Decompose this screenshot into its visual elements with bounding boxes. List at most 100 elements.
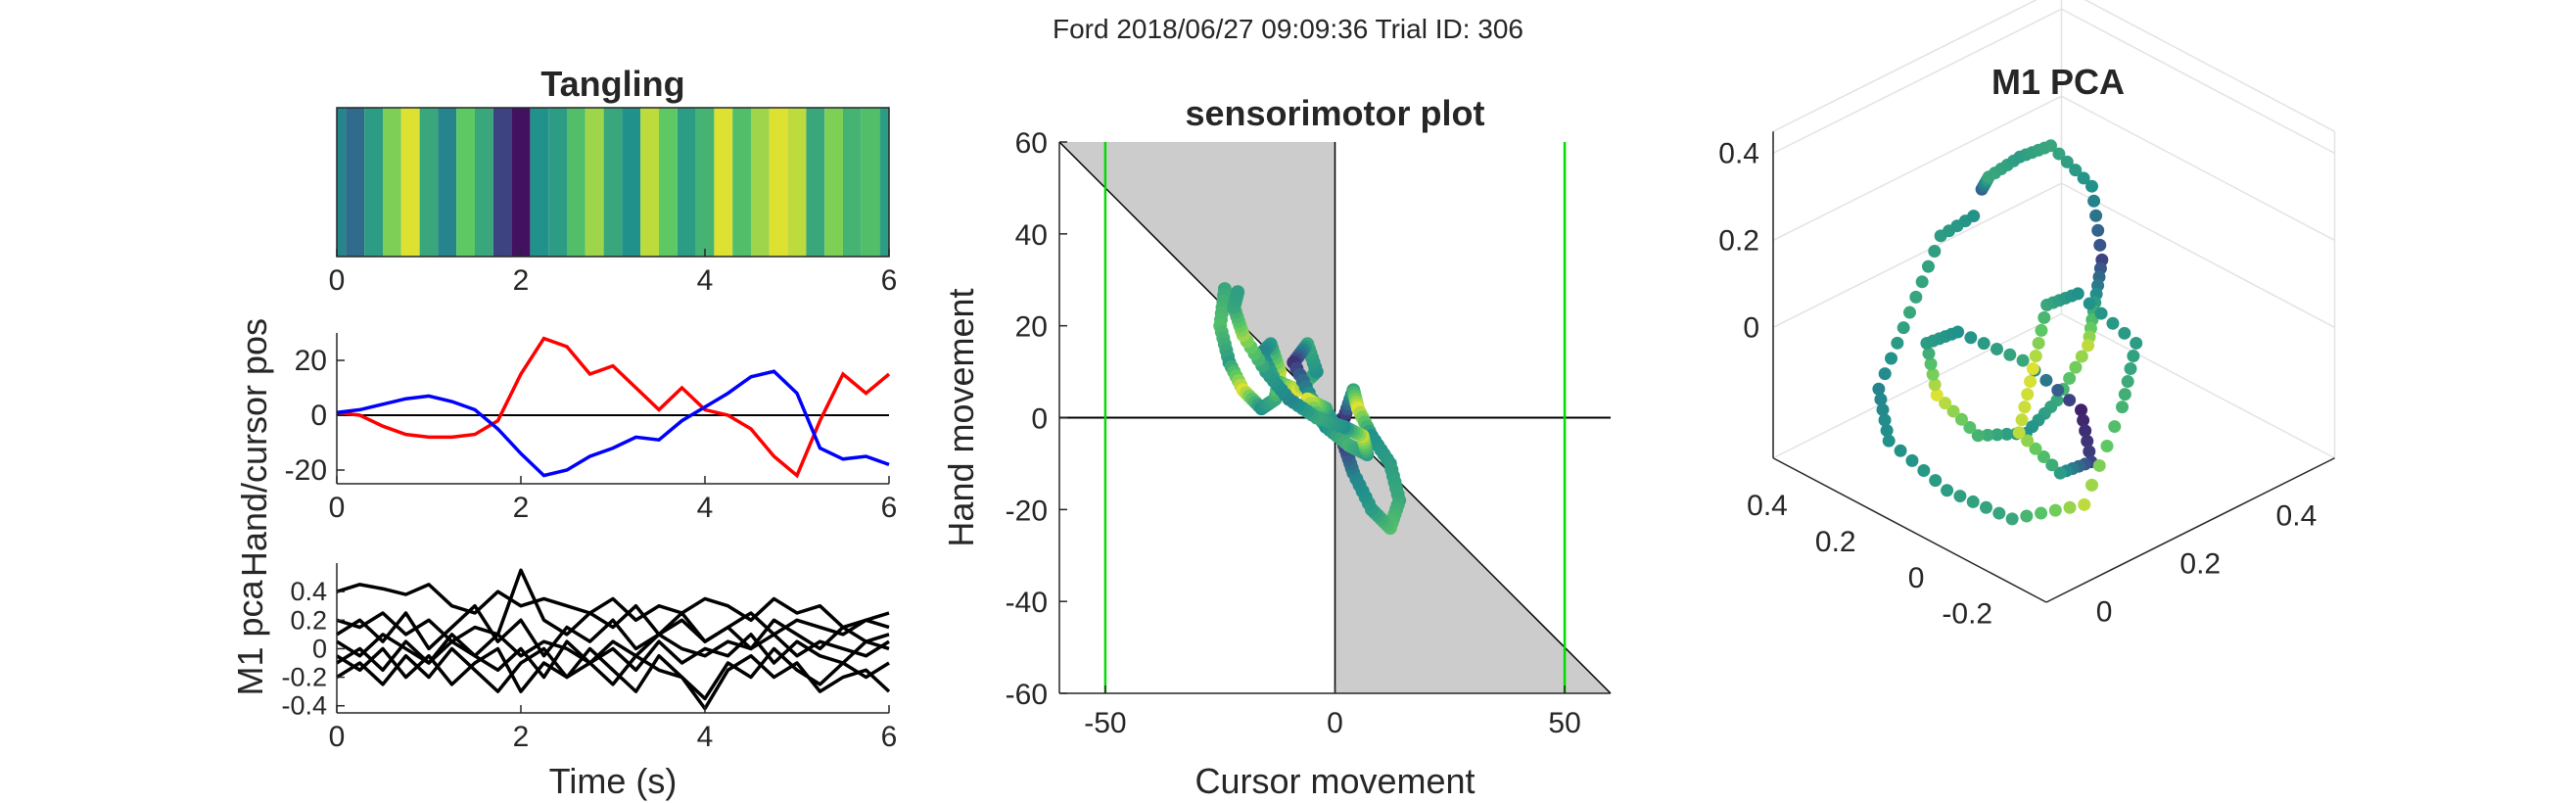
pca3d-point <box>1930 388 1944 402</box>
pca3d-point <box>2029 442 2042 455</box>
pca3d-z-tick-label: 0.2 <box>1718 224 1759 257</box>
pca3d-point <box>2051 383 2065 397</box>
pca3d-point <box>2124 362 2137 376</box>
pca3d-grid-line <box>1772 95 2335 242</box>
heatmap-cell <box>475 108 493 257</box>
pca3d-point <box>2044 139 2058 153</box>
tangling-x-tick-label: 2 <box>513 264 530 297</box>
hand-cursor-x-tick-label: 6 <box>881 492 898 524</box>
pca3d-point <box>2077 171 2090 185</box>
pca3d-point <box>1915 275 1929 289</box>
pca-traces-xlabel: Time (s) <box>549 761 678 801</box>
hand-series-line <box>336 336 891 479</box>
pca3d-point <box>2078 497 2091 511</box>
hand-cursor-y-tick-label: 0 <box>310 400 327 432</box>
pca-trace-line <box>336 646 890 701</box>
pca3d-point <box>2021 388 2035 402</box>
pca-traces-y-tick-label: -0.2 <box>281 663 327 692</box>
pca3d-point <box>2081 434 2094 448</box>
pca-traces-y-tick-label: 0.2 <box>290 605 327 635</box>
pca3d-point <box>2003 348 2017 361</box>
pca3d-point <box>1903 306 1916 319</box>
pca3d-point <box>2108 420 2122 434</box>
pca3d-point <box>1922 347 1936 360</box>
pca3d-point <box>2091 223 2105 237</box>
pca3d-point <box>2092 458 2106 472</box>
pca3d-point <box>2100 440 2114 453</box>
pca3d-title: M1 PCA <box>1991 62 2125 102</box>
pca-traces-y-tick-label: -0.4 <box>281 691 327 721</box>
pca3d-point <box>2118 326 2131 340</box>
pca3d-y-tick-label: 0 <box>1908 562 1925 594</box>
heatmap-cell <box>861 108 880 257</box>
pca3d-point <box>1951 325 1965 339</box>
tangling-title: Tangling <box>540 64 684 104</box>
pca3d-point <box>2020 509 2034 523</box>
pca3d-point <box>2094 307 2108 320</box>
pca3d-point <box>2015 413 2029 427</box>
pca3d-point <box>1926 367 1940 381</box>
pca3d-y-tick-label: 0.2 <box>1815 526 1856 558</box>
pca3d-point <box>1891 336 1904 350</box>
heatmap-cell <box>751 108 770 257</box>
tangling-x-tick-label: 6 <box>881 264 898 297</box>
pca3d-point <box>2121 375 2134 389</box>
heatmap-cell <box>659 108 678 257</box>
heatmap-cell <box>337 108 347 257</box>
pca3d-point <box>1967 210 1981 223</box>
pca3d-point <box>1880 424 1894 438</box>
heatmap-cell <box>383 108 401 257</box>
pca3d-point <box>1924 357 1938 371</box>
pca3d-z-tick-label: 0 <box>1743 311 1759 344</box>
heatmap-cell <box>769 108 788 257</box>
sensorimotor-x-tick-label: 50 <box>1548 707 1580 739</box>
pca3d-point <box>1981 428 1994 442</box>
pca-trace-line <box>336 568 890 643</box>
pca3d-point <box>1894 444 1907 457</box>
pca3d-point <box>2026 362 2039 376</box>
sensorimotor-y-tick-label: -60 <box>1006 679 1048 711</box>
pca3d-point <box>1953 490 1967 503</box>
pca3d-point <box>1971 429 1985 443</box>
pca3d-point <box>1909 290 1923 304</box>
pca3d-point <box>2016 354 2030 367</box>
tangling-heatmap <box>337 108 889 257</box>
pca-trace-line <box>336 633 890 680</box>
pca3d-point <box>2130 336 2143 350</box>
pca3d-point <box>2083 297 2096 310</box>
heatmap-cell <box>732 108 751 257</box>
pca-trace-line <box>336 646 891 711</box>
pca3d-grid-line <box>1772 0 2038 132</box>
pca-traces-y-tick-label: 0 <box>312 634 327 663</box>
pca3d-point <box>2035 323 2048 337</box>
sensorimotor-x-tick-label: 0 <box>1327 707 1343 739</box>
pca3d-point <box>2118 388 2131 402</box>
sensorimotor-ylabel: Hand movement <box>941 288 981 546</box>
pca3d-point <box>2089 209 2103 222</box>
heatmap-cell <box>879 108 889 257</box>
pca3d-point <box>2075 350 2088 363</box>
pca3d-point <box>1954 412 1968 426</box>
tangling-axes-box <box>336 107 890 258</box>
sensorimotor-y-tick-label: -40 <box>1006 587 1048 619</box>
pca3d-point <box>1946 404 1960 418</box>
pca3d-point <box>1990 342 2003 355</box>
pca3d-point <box>1928 378 1942 392</box>
pca3d-point <box>1874 393 1888 406</box>
pca3d-point <box>2060 155 2074 168</box>
heatmap-cell <box>806 108 825 257</box>
sensorimotor-xlabel: Cursor movement <box>1194 761 1475 801</box>
heatmap-cell <box>843 108 862 257</box>
pca3d-point <box>2048 503 2062 517</box>
heatmap-cell <box>603 108 623 257</box>
sensorimotor-y-tick-label: 60 <box>1015 127 1048 160</box>
pca3d-point <box>2083 445 2096 458</box>
pca3d-point <box>1939 397 1952 410</box>
pca3d-point <box>2116 401 2129 414</box>
heatmap-cell <box>364 108 383 257</box>
heatmap-cell <box>346 108 365 257</box>
pca3d-y-tick-label: 0.4 <box>1747 490 1788 522</box>
pca3d-point <box>2037 310 2051 324</box>
heatmap-cell <box>511 108 531 257</box>
